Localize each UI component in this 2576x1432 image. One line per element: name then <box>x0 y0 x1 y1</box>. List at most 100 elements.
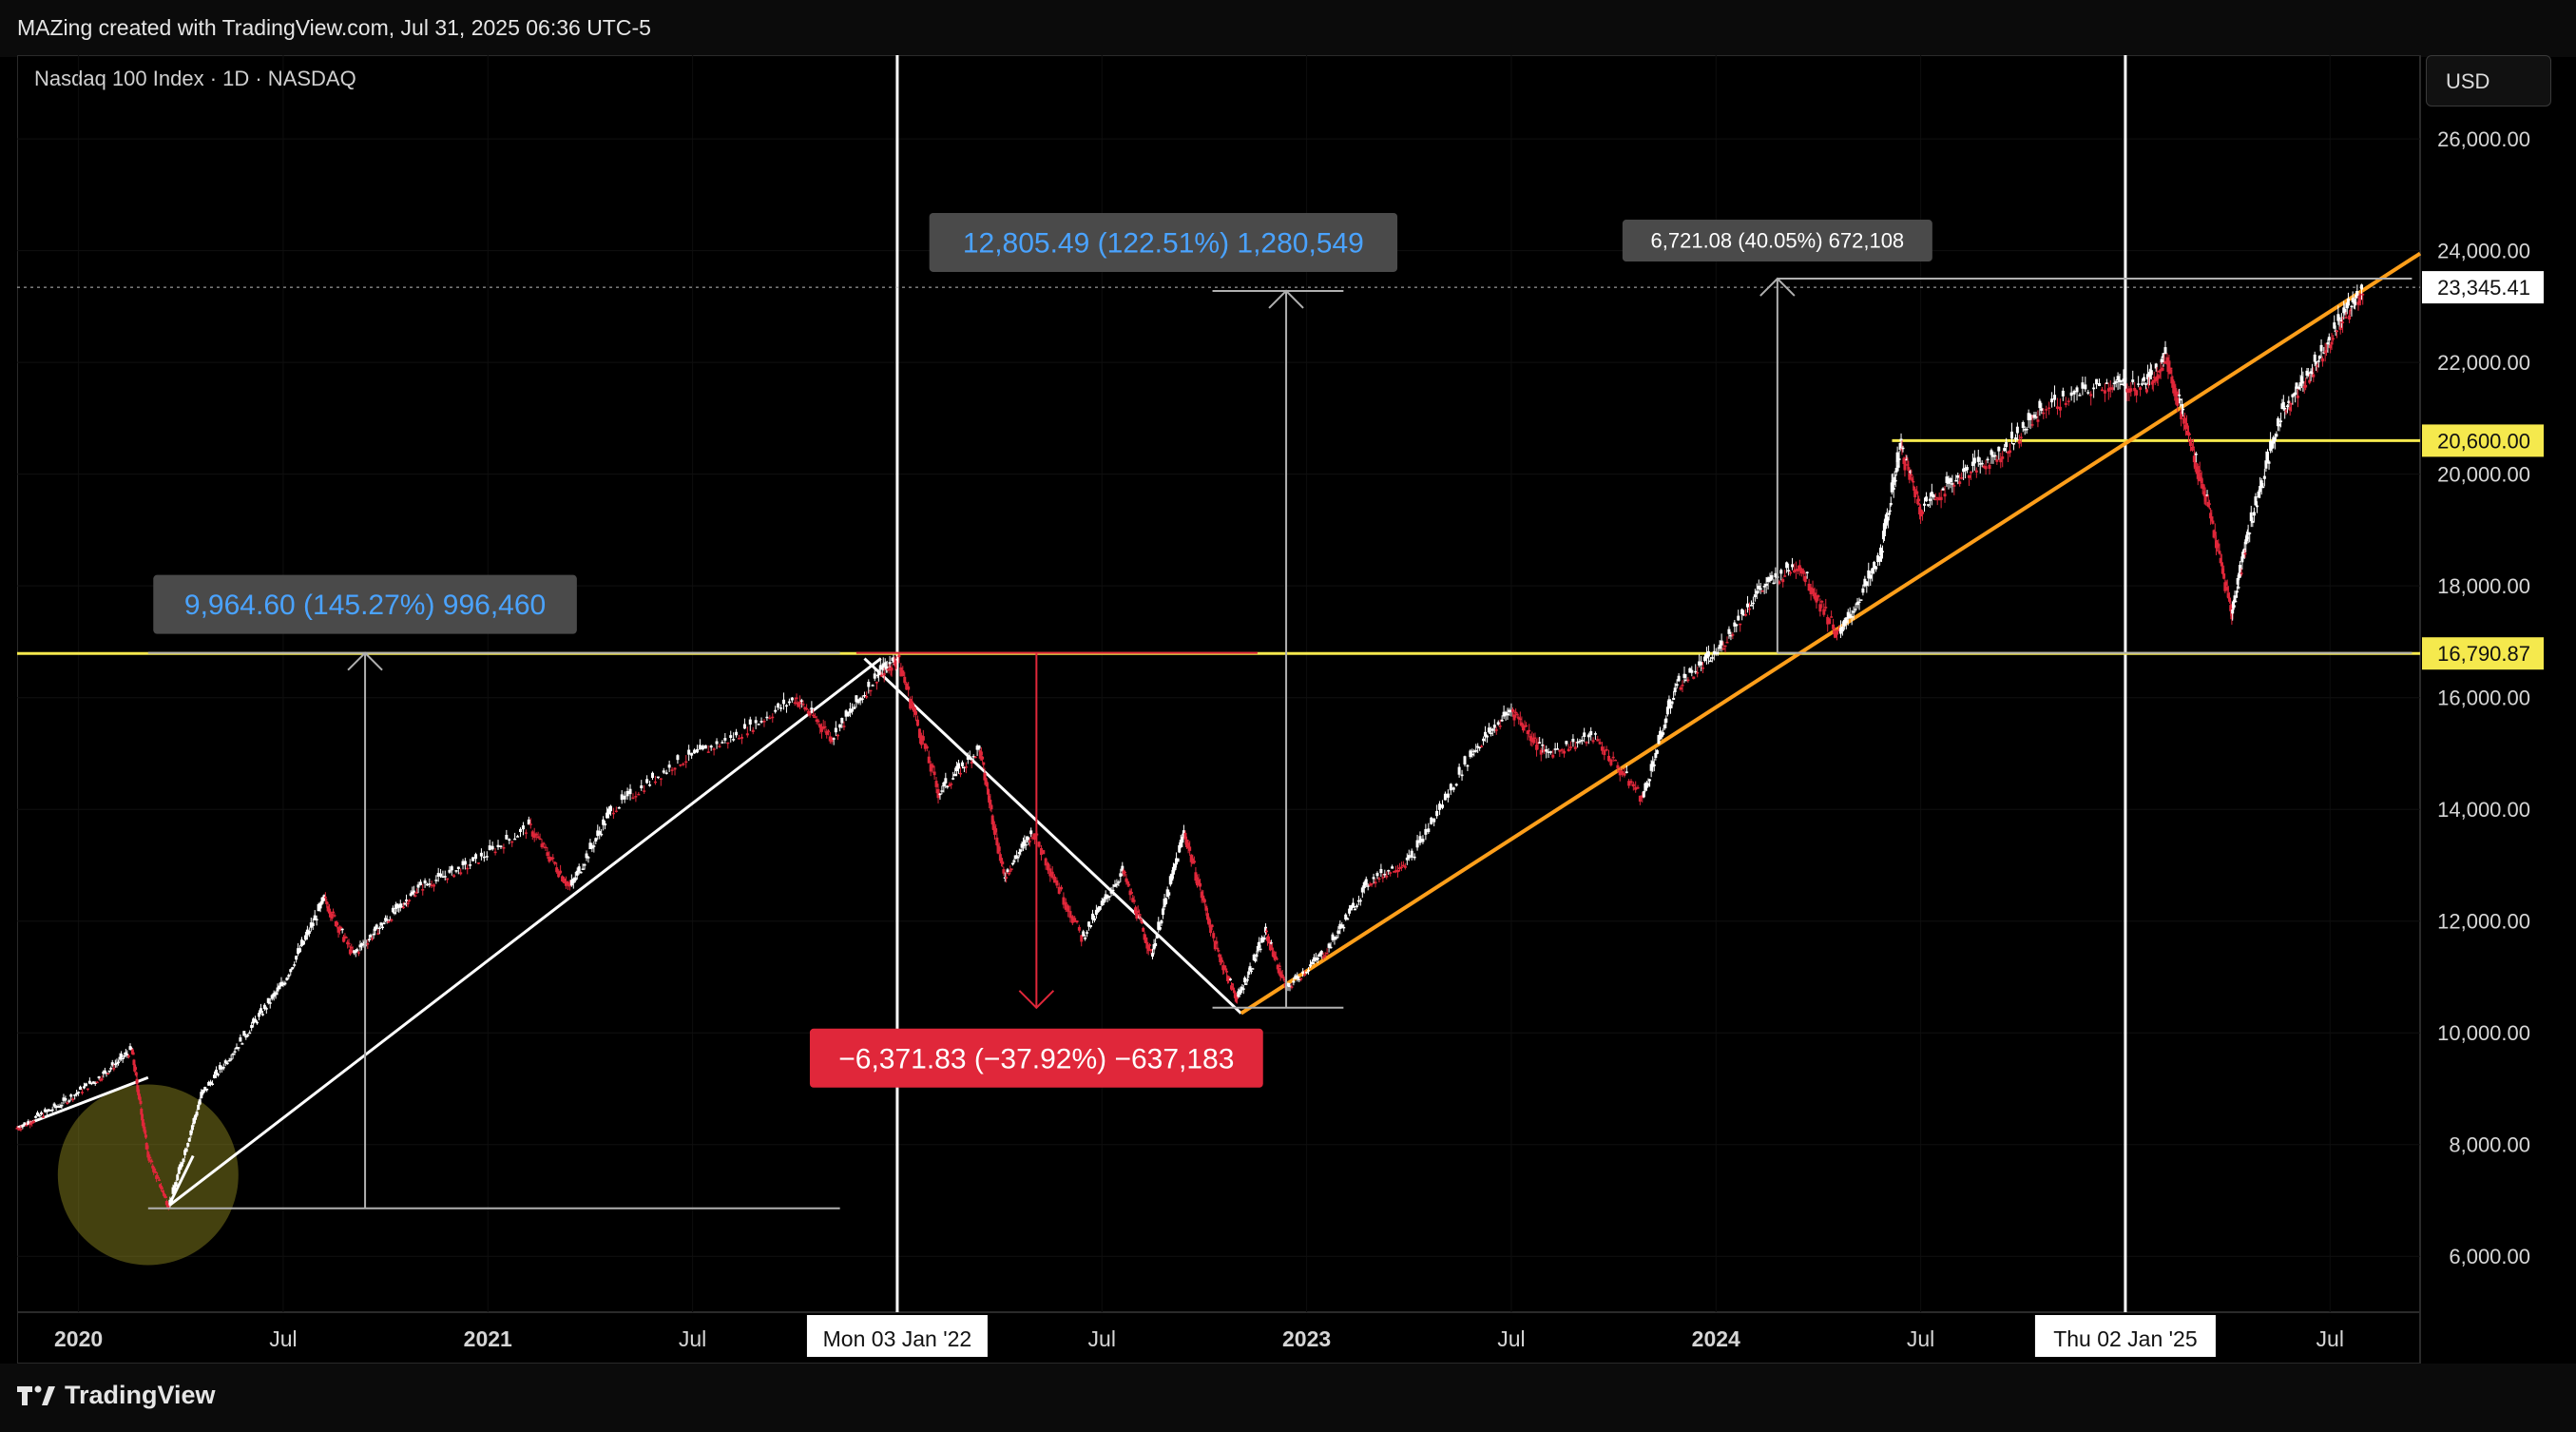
candle-body <box>1027 837 1030 840</box>
tradingview-logo[interactable]: TradingView <box>17 1381 216 1410</box>
candle-body <box>171 1187 175 1194</box>
candle-body <box>1930 492 1933 497</box>
candle-body <box>1649 764 1653 771</box>
candle-body <box>2306 372 2310 376</box>
candle-body <box>223 1060 227 1064</box>
candle-body <box>1962 468 1966 473</box>
candle-body <box>968 756 971 760</box>
candle-body <box>1161 908 1164 916</box>
candle-body <box>69 1094 73 1097</box>
candle-body <box>1801 570 1805 574</box>
candle-body <box>551 857 555 860</box>
candle-body <box>1607 755 1611 762</box>
candle-body <box>1225 971 1229 973</box>
candle-body <box>1274 956 1278 958</box>
candle-body <box>421 889 425 891</box>
candle-body <box>797 702 800 707</box>
candle-body <box>808 712 812 716</box>
candle-body <box>91 1081 95 1083</box>
candle-body <box>990 815 994 825</box>
candle-body <box>2312 374 2316 377</box>
candle-body <box>1199 882 1202 887</box>
candle-body <box>1019 849 1023 852</box>
candle-body <box>1912 480 1915 483</box>
candle-body <box>1496 722 1500 726</box>
candle-body <box>2011 443 2015 445</box>
chart-pane[interactable] <box>17 55 2420 1364</box>
candle-body <box>1016 857 1020 859</box>
candle-body <box>1903 462 1907 471</box>
candle-body <box>1353 908 1356 911</box>
candle-body <box>2127 388 2131 394</box>
candle-body <box>546 852 549 857</box>
candle-body <box>1288 985 1292 988</box>
candle-body <box>1583 732 1586 738</box>
symbol-legend[interactable]: Nasdaq 100 Index · 1D · NASDAQ <box>34 67 356 90</box>
candle-body <box>1181 836 1184 843</box>
candle-body <box>1012 860 1016 862</box>
candle-body <box>452 875 456 878</box>
candle-body <box>1142 927 1145 932</box>
candle-body <box>1333 937 1336 940</box>
candle-body <box>177 1167 181 1174</box>
candle-body <box>2335 330 2338 333</box>
candle-body <box>2339 319 2343 321</box>
candle-body <box>2269 440 2273 452</box>
candle-body <box>2218 551 2221 554</box>
candle-body <box>2067 400 2070 402</box>
candle-body <box>1255 954 1259 958</box>
candle-body <box>1832 624 1836 629</box>
candle-body <box>2180 411 2183 419</box>
candle-body <box>430 884 433 887</box>
candle-body <box>1764 583 1768 587</box>
candle-body <box>1205 913 1209 920</box>
candle-body <box>1164 898 1168 904</box>
candle-body <box>233 1051 237 1053</box>
y-tick-label: 14,000.00 <box>2437 798 2530 822</box>
candle-body <box>398 903 402 907</box>
candle-body <box>534 833 538 836</box>
candle-body <box>673 767 677 770</box>
y-tick-label: 22,000.00 <box>2437 351 2530 375</box>
currency-button[interactable]: USD <box>2426 55 2551 106</box>
candle-body <box>1886 518 1890 521</box>
x-tick-label: Jul <box>679 1326 706 1351</box>
candle-body <box>395 903 399 908</box>
candle-body <box>1876 555 1880 563</box>
candle-body <box>564 880 567 886</box>
candle-body <box>257 1013 260 1017</box>
candle-body <box>1675 684 1679 687</box>
candle-body <box>1006 869 1009 872</box>
candle-body <box>952 778 955 780</box>
candle-body <box>1469 750 1472 757</box>
candle-body <box>1471 753 1474 756</box>
candle-body <box>1565 741 1568 745</box>
candle-body <box>144 1134 147 1138</box>
candle-body <box>36 1112 40 1116</box>
candle-body <box>1897 458 1901 460</box>
candle-body <box>1905 458 1909 461</box>
candle-body <box>2233 595 2237 601</box>
candle-body <box>1580 740 1584 742</box>
candle-body <box>254 1018 258 1023</box>
candle-body <box>155 1175 159 1179</box>
candle-body <box>2030 424 2034 426</box>
candle-body <box>2192 455 2196 463</box>
candle-body <box>1282 978 1286 980</box>
candle-body <box>1660 732 1663 738</box>
candle-body <box>1254 958 1258 961</box>
candle-body <box>1424 828 1428 835</box>
candle-body <box>2159 369 2163 372</box>
candle-body <box>2144 389 2148 393</box>
y-tick-label: 12,000.00 <box>2437 910 2530 934</box>
candle-body <box>1029 830 1033 835</box>
candle-body <box>977 745 981 749</box>
candle-body <box>358 944 362 948</box>
candle-body <box>676 755 680 761</box>
candle-body <box>1355 905 1358 907</box>
candle-body <box>2143 383 2147 385</box>
candle-body <box>182 1158 185 1163</box>
candle-body <box>2243 552 2247 555</box>
candle-body <box>555 867 559 873</box>
